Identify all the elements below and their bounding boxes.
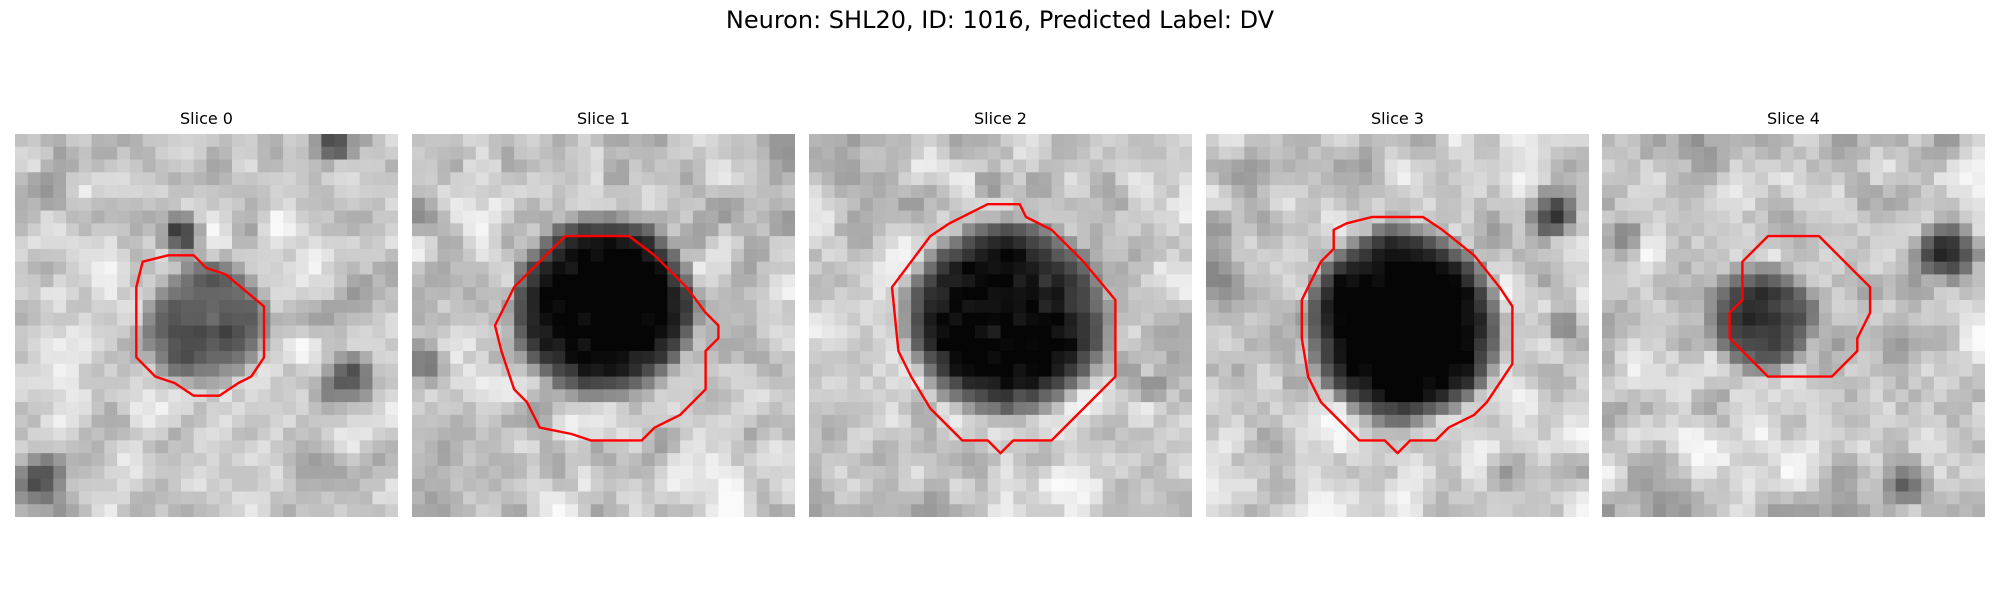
slice-panel-1: Slice 1: [412, 108, 795, 517]
slice-title: Slice 2: [974, 109, 1027, 128]
slice-image-1: [412, 134, 795, 517]
roi-contour: [493, 234, 720, 442]
slice-title: Slice 1: [577, 109, 630, 128]
slice-image-0: [15, 134, 398, 517]
slice-title: Slice 3: [1371, 109, 1424, 128]
slice-panel-4: Slice 4: [1602, 108, 1985, 517]
roi-contour: [1300, 215, 1514, 455]
roi-contour: [1728, 234, 1872, 378]
slice-image-2: [809, 134, 1192, 517]
slice-panel-2: Slice 2: [809, 108, 1192, 517]
slice-title: Slice 0: [180, 109, 233, 128]
slice-image-3: [1206, 134, 1589, 517]
figure-title: Neuron: SHL20, ID: 1016, Predicted Label…: [725, 6, 1275, 34]
slice-panel-3: Slice 3: [1206, 108, 1589, 517]
slice-image-4: [1602, 134, 1985, 517]
slice-panel-0: Slice 0: [15, 108, 398, 517]
roi-contour: [890, 202, 1117, 455]
roi-contour: [135, 254, 266, 397]
slice-title: Slice 4: [1767, 109, 1820, 128]
